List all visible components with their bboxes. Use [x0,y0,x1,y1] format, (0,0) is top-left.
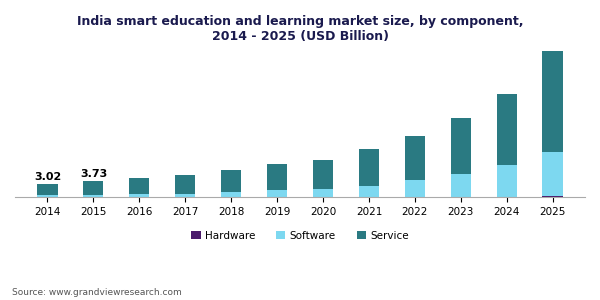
Bar [313,160,334,189]
Text: 3.73: 3.73 [80,169,107,179]
Text: 3.02: 3.02 [34,172,62,182]
Legend: Hardware, Software, Service: Hardware, Software, Service [187,226,413,245]
Bar [451,174,471,197]
Bar [221,170,241,192]
Bar [497,165,517,196]
Bar [221,192,241,197]
Bar [404,180,425,197]
Bar [266,190,287,197]
Bar [83,181,103,195]
Bar [497,94,517,165]
Bar [83,195,103,197]
Bar [542,196,563,197]
Bar [129,178,149,194]
Bar [542,51,563,152]
Bar [497,196,517,197]
Bar [359,186,379,197]
Text: Source: www.grandviewresearch.com: Source: www.grandviewresearch.com [12,288,182,297]
Bar [37,195,58,197]
Bar [175,194,196,197]
Bar [37,184,58,195]
Bar [542,152,563,196]
Bar [129,194,149,197]
Bar [404,136,425,180]
Bar [313,189,334,197]
Bar [175,175,196,194]
Bar [266,164,287,190]
Bar [359,149,379,186]
Title: India smart education and learning market size, by component,
2014 - 2025 (USD B: India smart education and learning marke… [77,15,523,43]
Bar [451,118,471,174]
